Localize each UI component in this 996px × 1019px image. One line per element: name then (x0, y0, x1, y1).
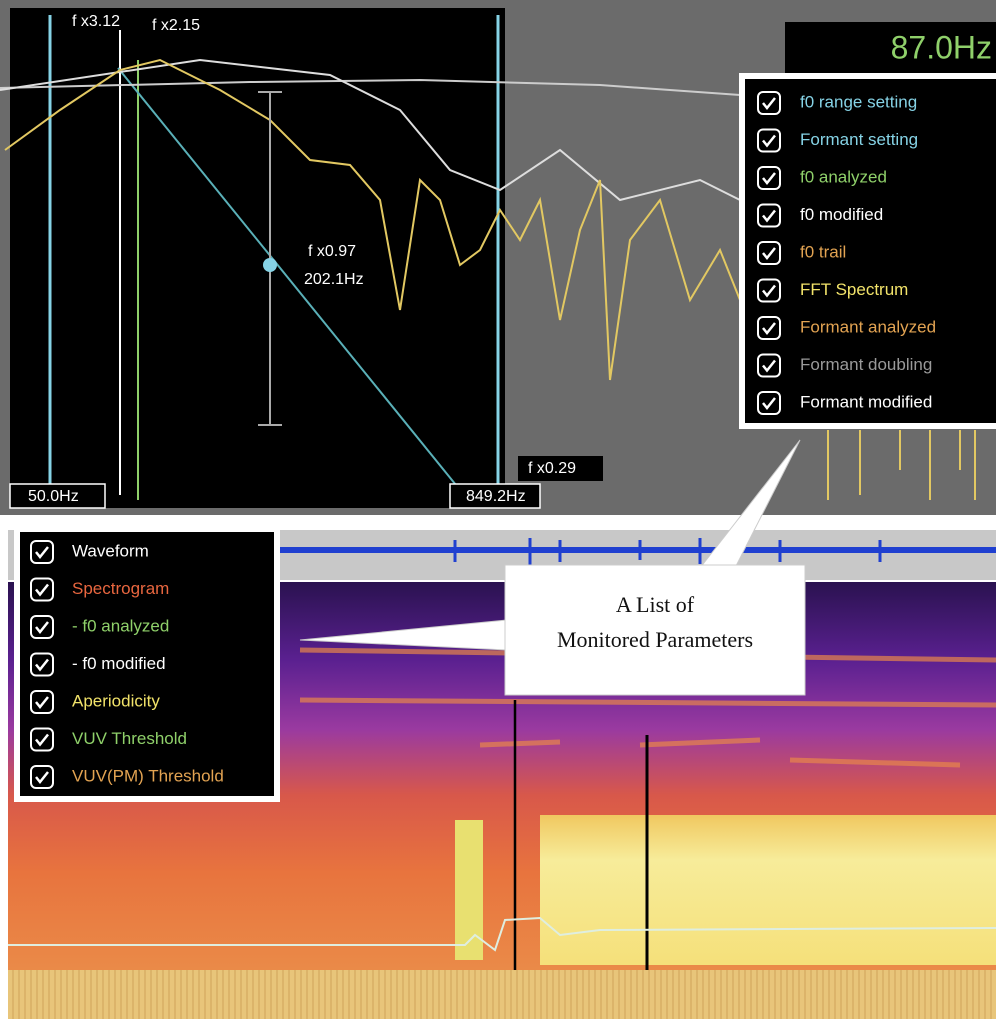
checkmark (35, 733, 49, 747)
marker-label: f x0.29 (528, 460, 576, 477)
formant-curve (0, 58, 741, 202)
checkbox-label[interactable]: f0 modified (800, 205, 883, 224)
checkbox-label[interactable]: Aperiodicity (72, 691, 160, 710)
checkbox[interactable] (757, 353, 781, 378)
checkbox[interactable] (757, 203, 781, 228)
checkmark (35, 546, 49, 560)
checkmark (762, 284, 776, 298)
checkmark (35, 771, 49, 785)
checkbox-label[interactable]: FFT Spectrum (800, 280, 908, 299)
waveform-peaks (453, 538, 882, 565)
checkmark (762, 97, 776, 111)
checkmark (762, 209, 776, 223)
checkmark (762, 359, 776, 373)
checklist-panel (14, 526, 280, 802)
checkbox[interactable] (30, 690, 54, 714)
checkbox-label[interactable]: VUV Threshold (72, 729, 187, 748)
vuv-threshold-trace (8, 916, 996, 952)
checkbox[interactable] (757, 91, 781, 115)
checkbox-label[interactable]: f0 trail (800, 242, 846, 261)
formant-handle[interactable] (263, 258, 277, 272)
label-box (449, 483, 541, 509)
checkbox-label[interactable]: f0 analyzed (800, 167, 887, 186)
checkmark (35, 696, 49, 710)
checkmark (35, 621, 49, 635)
checkbox-label[interactable]: Formant analyzed (800, 317, 936, 336)
checkbox-label[interactable]: Formant setting (800, 130, 918, 149)
marker-label: f x2.15 (152, 17, 200, 34)
marker-label: 202.1Hz (304, 271, 364, 288)
formant-modified-curve (0, 78, 741, 96)
checkmark (762, 134, 776, 148)
range-area (10, 8, 505, 508)
checkbox-label[interactable]: - f0 modified (72, 654, 166, 673)
checkbox[interactable] (30, 577, 54, 602)
checkbox[interactable] (30, 540, 54, 564)
checkmark (762, 397, 776, 411)
checkbox[interactable] (30, 615, 54, 639)
checkbox[interactable] (757, 241, 781, 265)
checkbox-label[interactable]: f0 range setting (800, 92, 917, 111)
marker-label: f x0.97 (308, 243, 356, 260)
label-box (518, 456, 603, 481)
fft-spectrum-tail (827, 430, 976, 500)
readout-box (785, 22, 996, 74)
checkmark (35, 583, 49, 597)
checkbox[interactable] (30, 765, 54, 789)
callout-text: A List of (616, 592, 695, 617)
aperiodicity-strip (8, 970, 996, 1019)
checkbox-label[interactable]: - f0 analyzed (72, 616, 169, 635)
checkbox[interactable] (30, 652, 54, 677)
callout-text: Monitored Parameters (557, 627, 753, 652)
frequency-readout: 87.0Hz (891, 29, 992, 65)
range-low-label: 50.0Hz (28, 488, 79, 505)
checkmark (762, 322, 776, 336)
checkmark (762, 172, 776, 186)
checkbox-label[interactable]: Spectrogram (72, 579, 169, 598)
checkbox[interactable] (757, 316, 781, 340)
checkbox-label[interactable]: VUV(PM) Threshold (72, 766, 224, 785)
checkbox[interactable] (757, 391, 781, 415)
formant-diagonal (117, 67, 461, 491)
checkbox-label[interactable]: Formant modified (800, 392, 932, 411)
checkbox[interactable] (757, 278, 781, 303)
callout-box (504, 564, 806, 696)
range-high-label: 849.2Hz (466, 488, 526, 505)
label-box (9, 483, 106, 509)
checklists: f0 range setting Formant setting f0 analyz… (14, 73, 996, 802)
checkbox-label[interactable]: Waveform (72, 541, 149, 560)
marker-label: f x3.12 (72, 13, 120, 30)
checkbox[interactable] (757, 128, 781, 153)
fft-spectrum-curve (4, 58, 741, 381)
checkmark (762, 247, 776, 261)
checklist-panel (739, 73, 996, 429)
checkbox-label[interactable]: Formant doubling (800, 355, 932, 374)
checkbox[interactable] (757, 166, 781, 190)
spectrogram-high-energy (540, 815, 996, 965)
checkmark (35, 658, 49, 672)
checkbox[interactable] (30, 727, 54, 752)
